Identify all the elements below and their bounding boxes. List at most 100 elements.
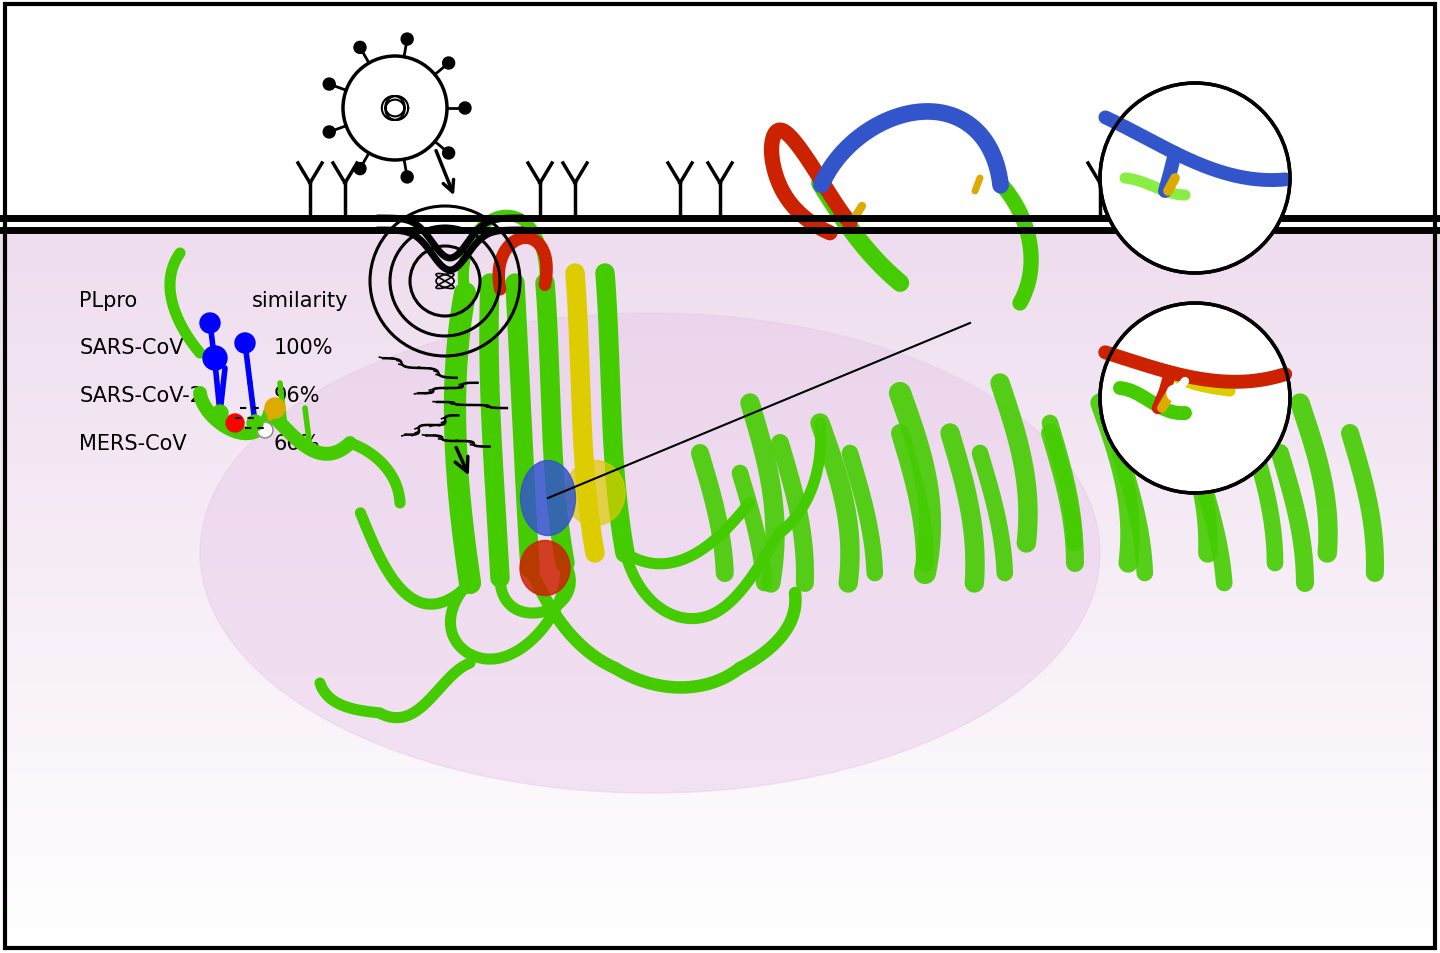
Bar xyxy=(0,558,1440,562)
Circle shape xyxy=(265,398,285,418)
Bar xyxy=(0,52,1440,57)
Bar xyxy=(0,943,1440,948)
Bar xyxy=(0,62,1440,67)
Bar xyxy=(0,810,1440,815)
Bar xyxy=(0,743,1440,748)
Bar xyxy=(0,152,1440,157)
Bar xyxy=(0,577,1440,581)
Bar xyxy=(0,338,1440,343)
Bar xyxy=(0,133,1440,138)
Circle shape xyxy=(459,103,471,115)
Bar xyxy=(0,772,1440,777)
Circle shape xyxy=(1166,386,1184,401)
Bar xyxy=(0,43,1440,48)
Bar xyxy=(0,329,1440,334)
Bar xyxy=(0,529,1440,534)
Bar xyxy=(0,453,1440,457)
Bar xyxy=(0,186,1440,191)
Bar xyxy=(0,681,1440,686)
Bar xyxy=(0,391,1440,395)
Bar xyxy=(0,596,1440,600)
Bar xyxy=(0,38,1440,43)
Bar xyxy=(0,334,1440,338)
Circle shape xyxy=(203,347,228,371)
Circle shape xyxy=(354,42,366,54)
Bar xyxy=(0,519,1440,524)
Bar xyxy=(0,905,1440,910)
Bar xyxy=(0,410,1440,415)
Bar xyxy=(0,476,1440,481)
Bar xyxy=(0,515,1440,519)
Bar xyxy=(0,48,1440,52)
Bar xyxy=(0,91,1440,95)
Bar xyxy=(0,248,1440,253)
Bar xyxy=(0,891,1440,896)
Ellipse shape xyxy=(520,541,570,596)
Bar xyxy=(0,486,1440,491)
Bar xyxy=(0,438,1440,443)
Bar xyxy=(0,901,1440,905)
Bar xyxy=(0,457,1440,462)
Bar xyxy=(0,119,1440,124)
Bar xyxy=(0,429,1440,434)
Bar xyxy=(0,762,1440,767)
Bar xyxy=(0,424,1440,429)
Bar xyxy=(0,419,1440,424)
Bar xyxy=(0,791,1440,796)
Bar xyxy=(0,538,1440,543)
Bar xyxy=(0,481,1440,486)
Circle shape xyxy=(212,406,228,421)
Bar xyxy=(0,619,1440,624)
Bar xyxy=(0,915,1440,920)
Bar xyxy=(0,10,1440,14)
Circle shape xyxy=(200,314,220,334)
Bar xyxy=(0,543,1440,548)
Bar xyxy=(0,0,1440,5)
Circle shape xyxy=(323,79,336,91)
Bar xyxy=(0,605,1440,610)
Bar xyxy=(0,29,1440,33)
Circle shape xyxy=(354,164,366,175)
Bar xyxy=(0,734,1440,739)
Bar xyxy=(0,910,1440,915)
Bar xyxy=(0,934,1440,939)
Bar xyxy=(0,191,1440,195)
Bar xyxy=(0,395,1440,400)
Bar xyxy=(0,76,1440,81)
Bar xyxy=(0,662,1440,667)
Bar xyxy=(0,710,1440,715)
Bar xyxy=(0,786,1440,791)
Bar xyxy=(0,386,1440,391)
Bar xyxy=(0,581,1440,586)
Bar xyxy=(0,19,1440,24)
Bar xyxy=(0,238,1440,243)
Bar xyxy=(0,720,1440,724)
Bar xyxy=(0,843,1440,848)
Bar xyxy=(0,729,1440,734)
Bar xyxy=(0,667,1440,672)
Bar xyxy=(0,262,1440,267)
Bar xyxy=(0,629,1440,634)
Bar xyxy=(0,610,1440,615)
Bar xyxy=(0,100,1440,105)
Bar xyxy=(0,253,1440,257)
Bar xyxy=(0,324,1440,329)
Bar xyxy=(0,896,1440,901)
Bar xyxy=(0,124,1440,129)
Bar xyxy=(0,872,1440,877)
Circle shape xyxy=(402,34,413,46)
Ellipse shape xyxy=(564,461,625,526)
Circle shape xyxy=(1100,84,1290,274)
Text: similarity: similarity xyxy=(252,291,348,310)
Bar xyxy=(0,138,1440,143)
Bar xyxy=(0,510,1440,515)
Bar xyxy=(0,472,1440,476)
Bar xyxy=(0,243,1440,248)
Text: SARS-CoV: SARS-CoV xyxy=(79,338,184,357)
Bar xyxy=(0,672,1440,677)
Bar xyxy=(0,319,1440,324)
Bar xyxy=(0,353,1440,357)
Bar xyxy=(0,748,1440,753)
Bar xyxy=(0,157,1440,162)
Bar xyxy=(0,658,1440,662)
